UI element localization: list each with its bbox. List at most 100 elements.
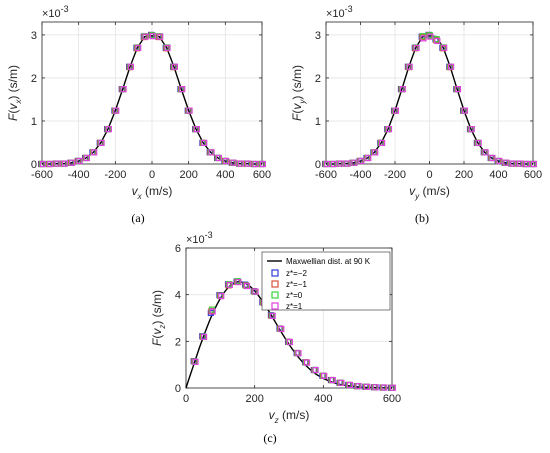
y-label-var-sub: x <box>14 99 23 105</box>
y-exponent-label: ×10-3 <box>186 230 213 246</box>
y-label-var-sub: y <box>298 99 307 105</box>
data-marker <box>496 157 503 165</box>
y-label-unit: (s/m) <box>150 290 164 321</box>
y-tick-label: 1 <box>315 116 321 128</box>
data-marker <box>389 384 396 391</box>
y-tick-label: 4 <box>175 290 181 302</box>
legend-marker-swatch <box>271 291 279 299</box>
data-marker <box>105 126 113 133</box>
legend-label: Maxwellian dist. at 90 K <box>286 257 371 266</box>
x-label-sub: y <box>414 192 420 201</box>
data-marker <box>344 160 351 167</box>
x-label-unit: (m/s) <box>279 408 310 422</box>
data-marker <box>76 157 83 165</box>
data-marker <box>364 383 371 390</box>
y-label-var: v <box>6 103 20 110</box>
x-tick-label: 400 <box>216 169 234 181</box>
y-axis-label: F(vx) (s/m) <box>6 65 23 121</box>
series-3 <box>323 33 538 168</box>
data-marker <box>237 160 244 167</box>
y-tick-label: 0 <box>315 159 321 171</box>
y-tick-label: 6 <box>175 243 181 255</box>
x-tick-label: 200 <box>179 169 197 181</box>
data-marker <box>448 63 455 70</box>
data-marker <box>338 379 345 386</box>
data-marker <box>489 154 496 162</box>
data-marker <box>149 33 156 40</box>
data-marker <box>278 325 285 333</box>
data-marker <box>209 308 216 315</box>
x-label-main: v <box>269 408 276 422</box>
y-label-paren-close: ) <box>290 96 304 100</box>
data-marker <box>243 282 251 290</box>
data-marker <box>127 63 134 70</box>
data-marker <box>54 160 61 167</box>
x-tick-label: -200 <box>384 169 406 181</box>
data-marker <box>392 107 399 114</box>
x-axis-label: vz (m/s) <box>269 408 310 425</box>
data-marker <box>413 44 420 51</box>
series-3 <box>39 33 266 168</box>
legend-marker-swatch <box>271 302 279 310</box>
data-marker <box>223 157 230 165</box>
exponent-base: ×10 <box>186 234 205 246</box>
data-marker <box>120 86 127 93</box>
data-marker <box>252 288 259 295</box>
data-marker <box>419 33 426 41</box>
y-tick-label: 2 <box>31 73 37 85</box>
x-label-main: v <box>132 184 139 198</box>
y-label-prefix: F <box>6 113 20 121</box>
data-marker <box>399 86 406 93</box>
y-label-unit: (s/m) <box>290 65 304 96</box>
data-marker <box>218 292 225 300</box>
y-label-var-sub: z <box>158 325 167 330</box>
data-marker <box>420 35 427 42</box>
data-marker <box>330 160 337 168</box>
legend-box <box>261 251 391 311</box>
data-marker <box>226 281 233 288</box>
subplot-caption-b: (b) <box>415 211 429 225</box>
data-marker <box>503 159 510 166</box>
data-marker <box>98 139 105 147</box>
x-tick-label: 0 <box>426 169 432 181</box>
data-marker <box>171 63 178 70</box>
x-label-main: v <box>409 184 416 198</box>
data-marker <box>358 157 365 165</box>
data-marker <box>372 149 379 156</box>
x-tick-label: -200 <box>104 169 126 181</box>
y-tick-label: 2 <box>315 73 321 85</box>
data-marker <box>164 44 171 51</box>
x-label-unit: (m/s) <box>419 184 450 198</box>
x-label-unit: (m/s) <box>142 184 173 198</box>
data-marker <box>259 160 266 168</box>
x-tick-label: 200 <box>245 393 263 405</box>
data-marker <box>157 33 164 40</box>
data-marker <box>179 86 186 93</box>
data-marker <box>269 312 276 319</box>
exponent-power: -3 <box>205 230 213 240</box>
data-marker <box>208 149 215 156</box>
exponent-power: -3 <box>61 4 69 14</box>
data-marker <box>482 149 489 156</box>
x-tick-label: 200 <box>455 169 473 181</box>
x-tick-label: -400 <box>349 169 371 181</box>
data-marker <box>69 159 76 166</box>
legend: Maxwellian dist. at 90 K z*=−2 z*=−1 z*=0 z*… <box>261 251 391 311</box>
data-marker <box>426 32 433 39</box>
data-marker <box>523 160 531 168</box>
y-tick-label: 3 <box>315 30 321 42</box>
series-0 <box>322 31 536 168</box>
data-marker <box>441 44 448 51</box>
x-tick-label: 400 <box>489 169 507 181</box>
legend-label: z*=1 <box>286 302 303 311</box>
data-marker <box>516 160 524 167</box>
data-marker <box>303 359 311 366</box>
data-marker <box>468 126 475 133</box>
data-marker <box>226 281 233 288</box>
x-tick-label: 600 <box>253 169 271 181</box>
data-marker <box>201 139 208 147</box>
legend-label: z*=−2 <box>286 269 307 278</box>
data-marker <box>47 160 54 168</box>
